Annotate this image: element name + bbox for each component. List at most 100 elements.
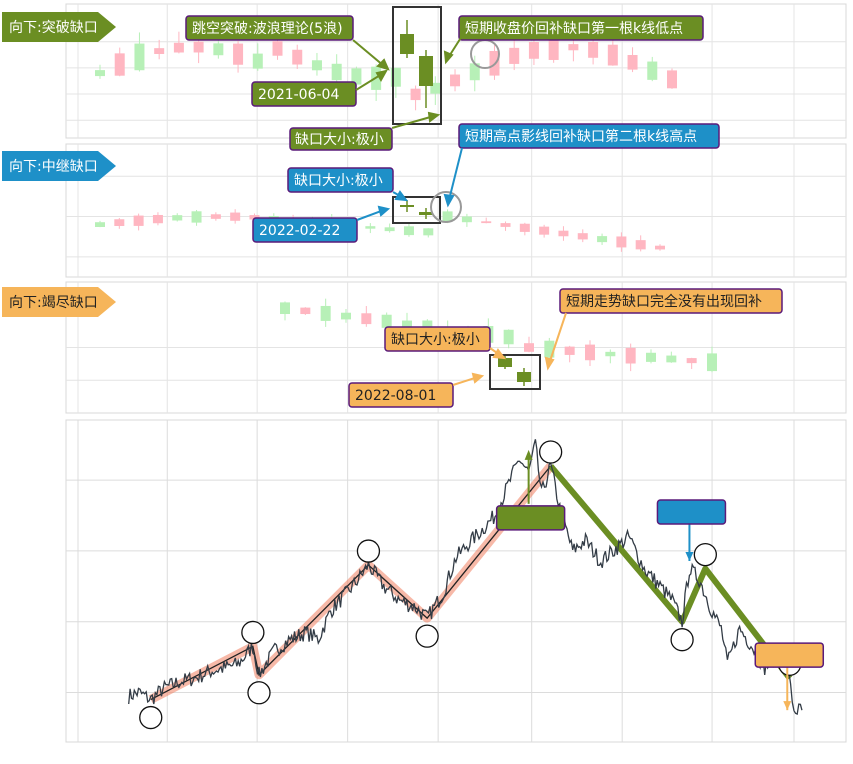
candle-body	[548, 34, 559, 60]
arrow-size	[392, 190, 409, 202]
gap-size-label: 缺口大小:极小	[391, 332, 480, 348]
gap-date-label-bg	[252, 217, 358, 243]
candle-body	[154, 48, 165, 54]
gap-marker-box	[495, 505, 566, 531]
candle-body	[361, 313, 372, 325]
candle-body	[500, 223, 511, 227]
candle-body	[666, 355, 677, 363]
gap-candle-body	[400, 34, 414, 54]
candle-body	[519, 223, 530, 232]
panel-1	[65, 3, 847, 139]
price-line	[128, 439, 803, 716]
candle-body	[558, 230, 569, 237]
gap-size-label: 缺口大小:极小	[295, 132, 384, 148]
wave-marker-circle	[139, 705, 163, 730]
candle-body	[210, 214, 221, 219]
arrow-fill	[544, 312, 567, 371]
gap-highlight-box	[392, 6, 442, 125]
candle-body	[616, 236, 627, 248]
panel-2-tag: 向下:中继缺口	[9, 159, 98, 175]
panel-3-tag: 向下:竭尽缺口	[9, 295, 98, 311]
gap-candle-body	[419, 212, 433, 215]
candle-body	[341, 312, 351, 320]
candle-body	[272, 41, 283, 56]
candle-body	[544, 340, 555, 358]
arrow-wave	[352, 39, 390, 71]
candle-body	[667, 70, 677, 89]
candle-body	[381, 314, 392, 328]
candle-body	[191, 211, 202, 223]
candle-body	[95, 222, 105, 227]
candle-body	[311, 60, 322, 71]
candle-body	[252, 53, 263, 69]
candle-body	[230, 212, 241, 221]
fill-rule-label: 短期走势缺口完全没有出现回补	[566, 293, 762, 310]
gap-date-label: 2022-02-22	[259, 223, 340, 239]
candle-body	[625, 347, 636, 364]
gap-size-label-bg	[289, 127, 393, 151]
candle-body	[430, 82, 441, 94]
candle-body	[152, 214, 163, 224]
fill-rule-label-bg	[458, 15, 704, 41]
candle-body	[509, 47, 520, 64]
trend-lines	[148, 463, 793, 704]
gap-candle-body	[400, 205, 414, 207]
candle-body	[588, 41, 599, 58]
wave-marker-circle	[241, 620, 265, 645]
gap-size-label-bg	[384, 326, 491, 352]
arrow-fill	[443, 147, 463, 208]
candle-body	[172, 215, 183, 221]
panel-1-tag: 向下:突破缺口	[9, 20, 98, 36]
candle-body	[635, 240, 646, 250]
gap-marker-arrowhead	[685, 552, 694, 561]
fill-rule-label-bg	[559, 288, 783, 314]
panel-2-tag-bg	[2, 151, 116, 181]
fill-rule-label: 短期高点影线回补缺口第二根k线高点	[465, 128, 697, 145]
wave-marker-circle	[670, 628, 694, 652]
gap-date-label-bg	[251, 81, 357, 107]
wave-marker-circle	[247, 681, 271, 705]
wave-marker-circle	[415, 624, 439, 648]
candle-body	[607, 44, 618, 66]
candle-body	[114, 219, 125, 226]
candle-body	[597, 236, 608, 243]
panel-1-frame	[65, 3, 847, 139]
candle-body	[646, 352, 656, 362]
gap-marker-arrowhead	[524, 449, 533, 460]
candle-body	[320, 305, 331, 321]
gap-marker-box	[754, 642, 825, 668]
fill-rule-label: 短期收盘价回补缺口第一根k线低点	[465, 20, 683, 37]
candle-body	[173, 42, 184, 53]
candle-body	[503, 329, 514, 345]
candle-body	[410, 88, 421, 101]
arrow-size	[391, 111, 441, 129]
candle-body	[403, 226, 414, 236]
candle-body	[402, 320, 412, 328]
candle-body	[280, 302, 290, 315]
wave-marker-circle	[538, 440, 563, 464]
candle-body	[390, 67, 401, 87]
candle-body	[300, 307, 311, 315]
candle-body	[423, 228, 434, 236]
candle-body	[707, 353, 717, 372]
gap-highlight-box	[489, 354, 541, 390]
candle-body	[213, 43, 224, 56]
candle-body	[469, 63, 480, 81]
impulse-wave-line	[150, 465, 552, 701]
panel-2-frame	[65, 143, 847, 278]
gap-size-label: 缺口大小:极小	[294, 173, 383, 189]
candle-body	[655, 245, 665, 250]
panel-2	[65, 143, 847, 278]
wave-label-bg	[185, 15, 354, 41]
gap-marker-box	[656, 499, 727, 525]
candle-body	[233, 43, 244, 65]
candle-body	[442, 211, 453, 222]
candle-body	[564, 346, 575, 355]
candle-body	[568, 44, 579, 51]
candle-body	[134, 43, 145, 71]
gap-marker-arrowhead	[783, 701, 792, 711]
candle-body	[249, 215, 260, 220]
gap-highlight-box	[392, 196, 441, 224]
arrow-date	[452, 372, 485, 386]
gap-candle-body	[517, 372, 531, 382]
